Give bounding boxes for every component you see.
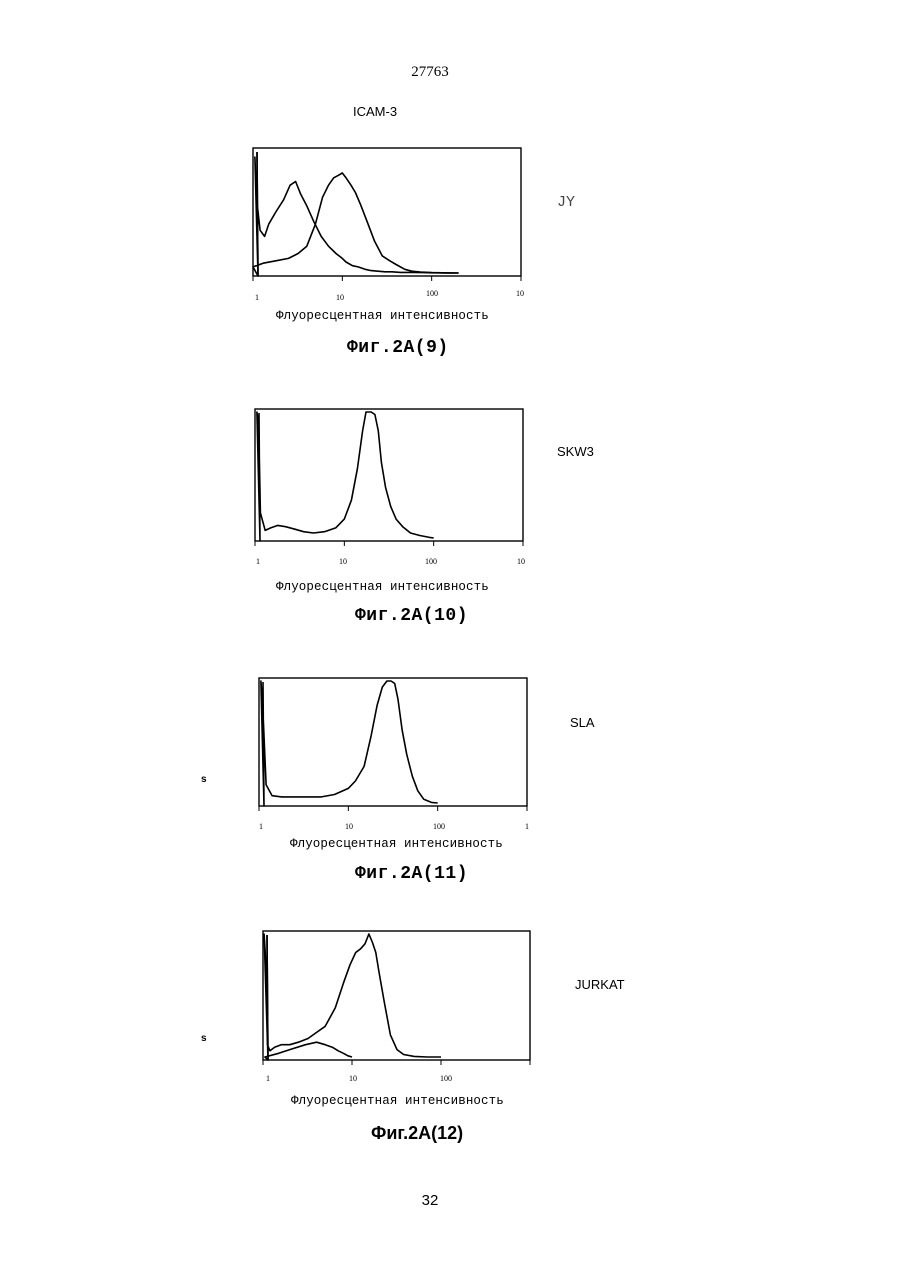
page-number: 32	[0, 1192, 860, 1209]
histogram-series-2	[253, 152, 459, 276]
figure-caption-12: Фиг.2A(12)	[371, 1123, 463, 1144]
y-axis-label: s	[201, 774, 207, 785]
cell-line-label-jurkat: JURKAT	[575, 977, 625, 992]
histogram-series-2	[265, 935, 352, 1060]
x-axis-label: Флуоресцентная интенсивность	[276, 580, 489, 594]
x-axis-label: Флуоресцентная интенсивность	[290, 837, 503, 851]
tick-label: 100	[425, 557, 437, 566]
histogram-series-1	[257, 412, 434, 541]
figure-caption-11: Фиг.2A(11)	[355, 864, 468, 884]
tick-label: 10	[336, 293, 344, 302]
plot-frame	[255, 409, 523, 541]
tick-label: 100	[440, 1074, 452, 1083]
tick-label: 10	[339, 557, 347, 566]
tick-label: 10	[517, 557, 525, 566]
cell-line-label-jy: JY	[557, 194, 575, 211]
tick-label: 10	[349, 1074, 357, 1083]
marker-label: ICAM-3	[353, 104, 397, 119]
histogram-series-1	[261, 681, 438, 806]
tick-label: 1	[266, 1074, 270, 1083]
y-axis-label: s	[201, 1033, 207, 1044]
plot-frame	[253, 148, 521, 276]
histogram-series-1	[264, 934, 441, 1060]
tick-label: 1	[525, 822, 529, 831]
tick-label: 1	[259, 822, 263, 831]
tick-label: 100	[426, 289, 438, 298]
histogram-series-1	[255, 152, 459, 276]
cell-line-label-sla: SLA	[570, 715, 595, 730]
plot-frame	[259, 678, 527, 806]
figure-caption-9: Фиг.2A(9)	[347, 338, 449, 358]
tick-label: 1	[256, 557, 260, 566]
page-header-number: 27763	[0, 64, 860, 81]
plot-frame	[263, 931, 530, 1060]
tick-label: 100	[433, 822, 445, 831]
figure-caption-10: Фиг.2A(10)	[355, 606, 468, 626]
tick-label: 10	[516, 289, 524, 298]
x-axis-label: Флуоресцентная интенсивность	[291, 1094, 504, 1108]
tick-label: 1	[255, 293, 259, 302]
tick-label: 10	[345, 822, 353, 831]
x-axis-label: Флуоресцентная интенсивность	[276, 309, 489, 323]
cell-line-label-skw3: SKW3	[557, 444, 594, 459]
